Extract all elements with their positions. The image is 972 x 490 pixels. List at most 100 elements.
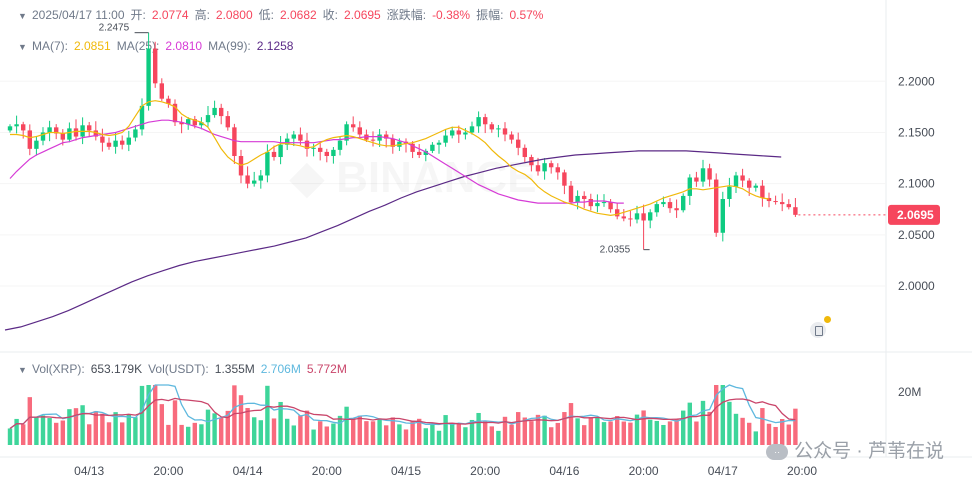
candle-body	[483, 117, 488, 125]
notification-dot	[824, 316, 831, 323]
candle-body	[456, 130, 461, 135]
candle-body	[351, 124, 356, 128]
candle-body	[582, 195, 587, 199]
volume-bar	[351, 418, 356, 445]
volume-bar	[720, 385, 725, 445]
volume-bar	[186, 426, 191, 445]
volume-bar	[621, 421, 626, 445]
volume-bar	[733, 413, 739, 445]
volume-legend: ▼ Vol(XRP): 653.179K Vol(USDT): 1.355M 2.706M…	[0, 361, 353, 377]
volume-bar	[509, 424, 514, 445]
price-tick-label: 2.0000	[898, 279, 935, 293]
vol-xrp-label: Vol(XRP):	[32, 362, 85, 376]
candle-body	[146, 48, 151, 106]
candle-body	[417, 151, 422, 155]
volume-bar	[14, 418, 19, 445]
volume-bar	[238, 395, 244, 445]
volume-bar	[159, 404, 164, 445]
volume-bar	[199, 424, 204, 445]
volume-bar	[80, 405, 85, 445]
candle-body	[463, 132, 468, 135]
volume-bar	[298, 415, 303, 445]
time-tick-label: 04/16	[549, 464, 579, 478]
ma7-value: 2.0851	[74, 39, 111, 53]
wechat-icon: ··	[766, 444, 789, 460]
candle-body	[780, 202, 785, 205]
candle-body	[186, 119, 191, 125]
candle-body	[311, 147, 316, 149]
candle-body	[601, 202, 607, 204]
volume-bar	[60, 420, 65, 445]
candle-body	[285, 138, 290, 145]
volume-bar	[47, 418, 52, 445]
candle-body	[509, 134, 514, 140]
candle-body	[384, 134, 389, 139]
time-tick-label: 04/14	[233, 464, 263, 478]
volume-bar	[694, 421, 699, 445]
candle-body	[720, 198, 725, 233]
volume-ma-short-line	[9, 384, 796, 430]
candle-body	[133, 129, 138, 138]
volume-bar	[192, 422, 197, 445]
candle-body	[760, 185, 765, 198]
candle-body	[278, 144, 283, 158]
volume-bar	[172, 400, 178, 445]
candle-body	[344, 124, 349, 141]
volume-bar	[225, 410, 230, 445]
candle-body	[120, 140, 125, 145]
candle-body	[443, 135, 448, 143]
volume-bar	[489, 426, 494, 445]
volume-bar	[285, 418, 290, 445]
candle-body	[87, 125, 92, 131]
candle-body	[331, 149, 336, 157]
candle-body	[430, 144, 435, 151]
volume-bar	[436, 430, 442, 445]
candle-body	[615, 209, 620, 217]
volume-bar	[410, 420, 415, 445]
candle-body	[34, 140, 39, 149]
volume-bar	[344, 406, 349, 445]
candle-body	[100, 136, 105, 143]
candle-body	[516, 139, 521, 148]
open-label: 开:	[130, 8, 146, 22]
ma99-line	[4, 150, 782, 331]
candle-body	[549, 163, 554, 168]
candle-body	[410, 143, 415, 152]
candle-body	[21, 124, 26, 131]
volume-bar	[654, 420, 659, 445]
volume-bar	[760, 408, 765, 445]
ma25-line	[9, 119, 624, 204]
candle-body	[786, 204, 791, 208]
volume-bar	[304, 410, 310, 445]
notification-icon[interactable]	[810, 322, 826, 338]
candle-body	[793, 207, 798, 215]
candle-body	[179, 122, 184, 125]
candle-body	[727, 186, 732, 199]
volume-bar	[529, 421, 534, 445]
candle-body	[423, 150, 428, 155]
candle-body	[73, 128, 79, 137]
volume-bar	[634, 414, 640, 445]
candle-body	[93, 130, 98, 137]
candle-body	[265, 151, 270, 176]
volume-bar	[648, 419, 653, 445]
volume-bar	[562, 412, 567, 445]
ma-caret-icon[interactable]: ▼	[18, 42, 27, 52]
candle-body	[747, 180, 752, 188]
candle-body	[357, 127, 362, 135]
volume-bar	[87, 424, 92, 445]
vol-caret-icon[interactable]: ▼	[18, 365, 27, 375]
collapse-caret-icon[interactable]: ▼	[18, 11, 27, 21]
candle-body	[153, 48, 158, 84]
volume-bar	[780, 419, 785, 445]
candle-body	[575, 195, 580, 203]
volume-bar	[456, 423, 461, 445]
candle-body	[595, 203, 600, 207]
volume-bar	[318, 421, 323, 445]
candle-body	[654, 204, 659, 213]
candle-body	[694, 177, 699, 182]
candle-body	[436, 142, 442, 145]
volume-bar	[34, 416, 39, 445]
price-tick-label: 2.0500	[898, 228, 935, 242]
